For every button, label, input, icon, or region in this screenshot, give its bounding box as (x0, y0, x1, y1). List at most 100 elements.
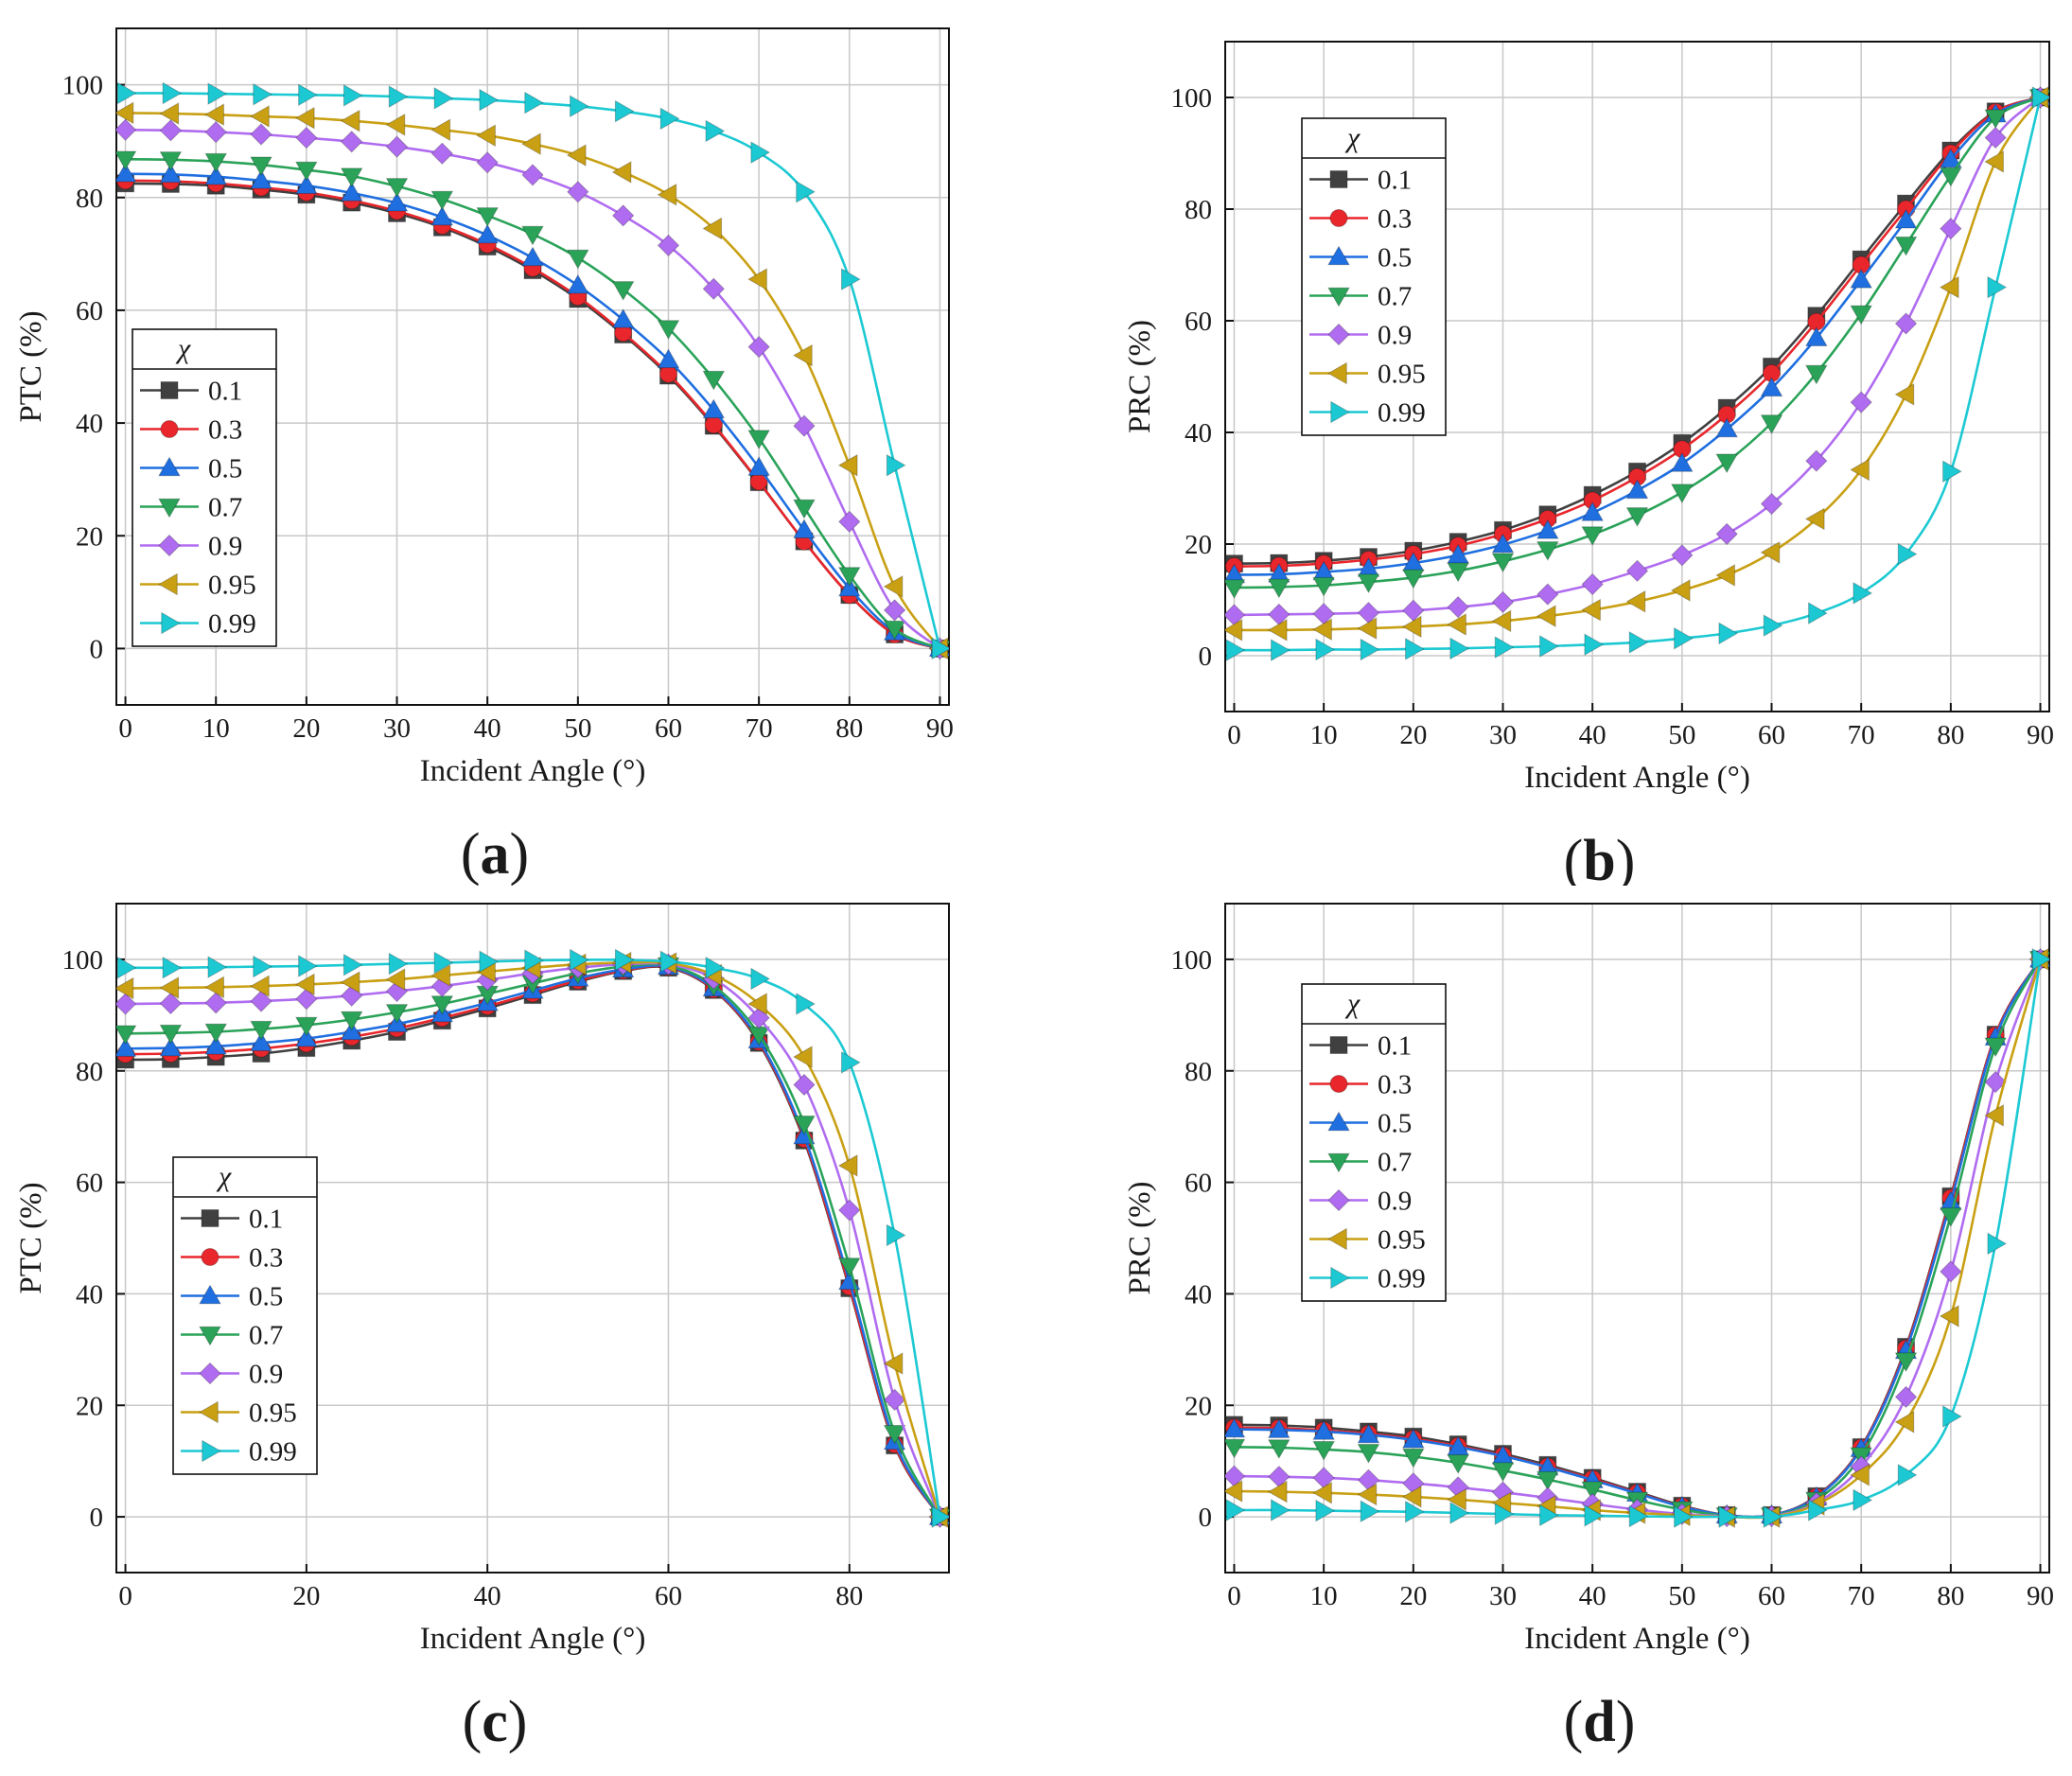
legend-marker-0.5 (199, 1284, 221, 1305)
data-point-0.99 (1718, 622, 1739, 645)
data-point-0.7 (430, 190, 454, 211)
x-tick-label: 80 (835, 1581, 863, 1611)
data-point-0.99 (253, 955, 273, 978)
data-point-0.99 (1494, 636, 1515, 659)
data-point-0.5 (385, 191, 409, 212)
data-point-0.5 (1760, 377, 1783, 397)
legend-label-0.1: 0.1 (249, 1205, 283, 1235)
data-point-0.99 (796, 993, 816, 1015)
data-point-0.95 (116, 976, 134, 1000)
legend-marker-0.9 (1327, 323, 1350, 346)
data-point-0.99 (931, 637, 949, 660)
legend-marker-0.99 (202, 1439, 222, 1463)
legend-marker-0.7 (1327, 1152, 1350, 1173)
series-group-a (116, 81, 949, 660)
x-tick-label: 10 (1310, 1581, 1338, 1611)
data-point-0.5 (340, 1020, 363, 1041)
data-point-0.5 (1581, 501, 1605, 521)
panel-label: (d) (1564, 1690, 1636, 1754)
legend-label-0.7: 0.7 (1378, 282, 1412, 312)
x-tick-label: 20 (292, 1581, 320, 1611)
legend-title: χ (216, 1161, 232, 1192)
data-point-0.95 (385, 968, 406, 991)
data-point-0.99 (1584, 633, 1605, 657)
data-point-0.7 (1267, 1439, 1291, 1460)
data-point-0.95 (1850, 458, 1870, 482)
data-point-0.95 (294, 106, 315, 130)
legend-label-0.95: 0.95 (208, 571, 256, 601)
y-tick-label: 0 (90, 634, 104, 664)
chart-panel-b: 0 10 20 30 40 50 60 70 80 90 0 20 40 60 80 100 Incident … (1036, 0, 2072, 893)
data-point-0.5 (295, 174, 318, 194)
data-point-0.99 (1405, 1500, 1425, 1523)
legend-marker-0.1 (1329, 170, 1348, 188)
x-tick-label: 40 (1579, 720, 1607, 750)
y-axis-label: PRC (%) (1123, 1181, 1157, 1294)
y-tick-label: 40 (1185, 1279, 1212, 1310)
legend-d: χ 0.1 0.3 0.5 0.7 0.9 0.95 0.99 (1301, 983, 1447, 1302)
data-point-0.95 (1715, 564, 1735, 587)
data-point-0.95 (1357, 1483, 1378, 1506)
data-point-0.95 (340, 109, 360, 132)
data-point-0.95 (1267, 618, 1288, 642)
data-point-0.9 (1715, 522, 1738, 546)
data-point-0.99 (1360, 638, 1380, 661)
data-point-0.5 (159, 1036, 183, 1057)
data-point-0.99 (1628, 1504, 1649, 1528)
data-point-0.5 (204, 1034, 228, 1055)
data-point-0.5 (611, 308, 635, 328)
x-tick-label: 50 (564, 713, 591, 744)
data-point-0.99 (1315, 638, 1336, 661)
data-point-0.95 (1357, 617, 1378, 640)
y-tick-label: 80 (1185, 195, 1212, 225)
data-point-0.95 (1939, 1305, 1959, 1328)
data-point-0.95 (837, 1154, 858, 1177)
data-point-0.7 (1312, 576, 1336, 597)
y-tick-label: 0 (1199, 642, 1213, 672)
data-point-0.95 (611, 161, 632, 184)
data-point-0.99 (750, 141, 771, 164)
legend-marker-0.9 (1327, 1188, 1350, 1212)
chart-d: 0 10 20 30 40 50 60 70 80 90 0 20 40 60 80 100 Incident … (1123, 903, 2054, 1754)
data-point-0.9 (1760, 492, 1783, 516)
data-point-0.9 (1447, 595, 1469, 619)
x-tick-label: 40 (1579, 1581, 1607, 1611)
data-point-0.7 (1225, 579, 1246, 600)
legend-marker-0.1 (160, 381, 179, 399)
data-point-0.7 (1715, 453, 1739, 474)
data-point-0.99 (796, 180, 816, 203)
data-point-0.9 (793, 414, 816, 437)
data-point-0.7 (1357, 573, 1380, 594)
data-point-0.9 (883, 599, 906, 622)
data-point-0.7 (1670, 484, 1694, 504)
data-point-0.7 (1939, 1207, 1962, 1227)
data-point-0.7 (1267, 578, 1291, 599)
data-point-0.9 (747, 335, 770, 359)
data-point-0.5 (1894, 208, 1918, 229)
data-point-0.9 (838, 1199, 861, 1222)
y-tick-label: 20 (76, 1391, 103, 1421)
panel-label: (c) (463, 1690, 528, 1754)
x-tick-label: 10 (202, 713, 230, 744)
data-point-0.7 (116, 150, 137, 171)
data-point-0.99 (1942, 1405, 1962, 1428)
data-point-0.99 (524, 91, 545, 114)
x-tick-label: 0 (1227, 720, 1241, 750)
series-group-d (1225, 947, 2049, 1528)
legend-label-0.7: 0.7 (1378, 1148, 1412, 1178)
data-point-0.99 (1674, 626, 1694, 650)
data-point-0.9 (116, 118, 137, 141)
plot-frame-c (115, 903, 950, 1574)
data-point-0.99 (1449, 637, 1470, 660)
data-point-0.5 (116, 1037, 137, 1057)
data-point-0.99 (388, 85, 409, 108)
data-point-0.5 (566, 273, 589, 294)
legend-marker-0.1 (1329, 1036, 1348, 1054)
data-point-0.99 (1763, 1505, 1783, 1528)
data-point-0.7 (385, 1004, 409, 1024)
data-point-0.7 (1894, 237, 1918, 256)
x-tick-label: 30 (1489, 720, 1517, 750)
data-point-0.7 (476, 207, 500, 227)
data-point-0.95 (1894, 1411, 1915, 1433)
y-tick-label: 100 (62, 71, 104, 101)
